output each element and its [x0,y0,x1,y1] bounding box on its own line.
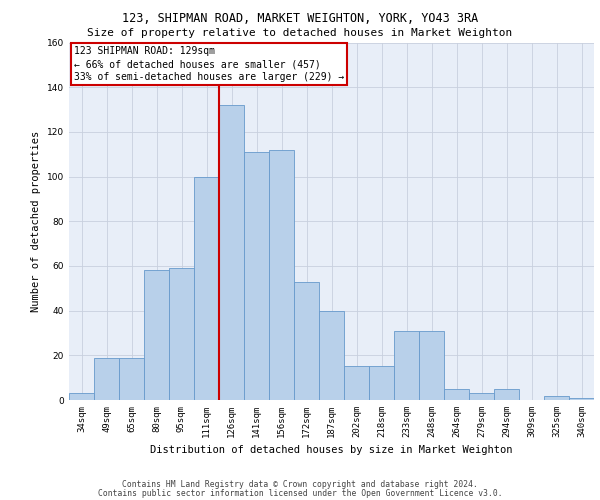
Text: Size of property relative to detached houses in Market Weighton: Size of property relative to detached ho… [88,28,512,38]
Text: 123, SHIPMAN ROAD, MARKET WEIGHTON, YORK, YO43 3RA: 123, SHIPMAN ROAD, MARKET WEIGHTON, YORK… [122,12,478,26]
Bar [169,268,194,400]
Bar [344,366,369,400]
X-axis label: Distribution of detached houses by size in Market Weighton: Distribution of detached houses by size … [150,446,513,456]
Y-axis label: Number of detached properties: Number of detached properties [31,130,41,312]
Text: Contains HM Land Registry data © Crown copyright and database right 2024.: Contains HM Land Registry data © Crown c… [122,480,478,489]
Bar [144,270,169,400]
Bar [194,176,219,400]
Text: Contains public sector information licensed under the Open Government Licence v3: Contains public sector information licen… [98,490,502,498]
Bar [569,398,594,400]
Bar [369,366,394,400]
Bar [69,394,94,400]
Bar [444,389,469,400]
Bar [544,396,569,400]
Bar [94,358,119,400]
Bar [319,310,344,400]
Bar [219,105,244,400]
Bar [294,282,319,400]
Bar [494,389,519,400]
Bar [394,330,419,400]
Text: 123 SHIPMAN ROAD: 129sqm
← 66% of detached houses are smaller (457)
33% of semi-: 123 SHIPMAN ROAD: 129sqm ← 66% of detach… [74,46,344,82]
Bar [269,150,294,400]
Bar [119,358,144,400]
Bar [419,330,444,400]
Bar [469,394,494,400]
Bar [244,152,269,400]
